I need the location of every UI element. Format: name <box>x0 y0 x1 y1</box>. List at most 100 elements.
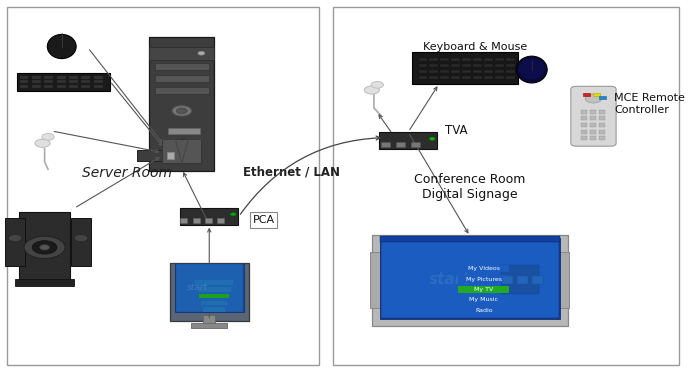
Bar <box>463 58 470 61</box>
Bar <box>440 64 449 67</box>
Text: My Videos: My Videos <box>468 266 500 271</box>
Bar <box>6 218 25 266</box>
Bar <box>458 296 510 304</box>
Circle shape <box>74 234 88 242</box>
Bar <box>599 96 605 99</box>
Bar <box>452 64 460 67</box>
Bar <box>381 238 559 318</box>
Circle shape <box>172 106 191 116</box>
Text: start: start <box>187 283 208 292</box>
Bar <box>155 87 209 94</box>
Bar <box>44 80 53 83</box>
Bar <box>589 109 596 114</box>
Text: My Pictures: My Pictures <box>466 276 502 282</box>
Bar <box>20 76 29 79</box>
Bar <box>379 132 438 149</box>
Bar <box>20 85 29 88</box>
Bar <box>81 85 90 88</box>
Circle shape <box>198 51 205 55</box>
Bar <box>175 264 244 312</box>
Bar <box>197 287 230 292</box>
Bar <box>205 218 212 223</box>
Bar <box>484 64 493 67</box>
Bar <box>412 52 518 84</box>
Bar <box>581 130 587 134</box>
Bar <box>581 116 587 121</box>
Bar <box>473 76 482 79</box>
Bar <box>419 70 427 73</box>
Bar <box>396 142 405 147</box>
Bar <box>496 58 503 61</box>
Bar <box>452 58 460 61</box>
Text: TVA: TVA <box>444 124 467 137</box>
Bar <box>149 46 214 60</box>
Circle shape <box>8 234 22 242</box>
Bar <box>589 136 596 140</box>
Bar <box>167 152 174 159</box>
Bar <box>167 128 200 134</box>
Bar <box>44 76 53 79</box>
Bar <box>496 76 503 79</box>
Bar <box>484 70 493 73</box>
Bar <box>203 315 216 326</box>
Bar <box>502 276 513 284</box>
Bar <box>484 76 493 79</box>
Bar <box>581 109 587 114</box>
Bar <box>583 93 590 96</box>
Text: Keyboard & Mouse: Keyboard & Mouse <box>424 42 528 52</box>
Bar <box>155 63 209 70</box>
Bar <box>589 130 596 134</box>
Bar <box>381 142 390 147</box>
Bar <box>15 279 74 286</box>
Bar <box>517 276 528 284</box>
Bar <box>463 70 470 73</box>
Bar <box>69 85 78 88</box>
Bar <box>598 130 605 134</box>
Bar <box>18 73 110 91</box>
Circle shape <box>40 245 50 250</box>
Text: My Music: My Music <box>469 297 498 302</box>
Bar <box>69 76 78 79</box>
Bar <box>195 280 233 285</box>
Bar <box>199 294 229 298</box>
Bar <box>81 76 90 79</box>
Bar <box>458 286 510 293</box>
Bar <box>458 307 510 314</box>
Ellipse shape <box>518 58 545 80</box>
Circle shape <box>230 213 236 216</box>
Bar <box>598 109 605 114</box>
Bar <box>506 58 514 61</box>
Bar <box>506 64 514 67</box>
Bar <box>32 85 41 88</box>
Circle shape <box>371 81 384 88</box>
Text: MCE Remote
Controller: MCE Remote Controller <box>614 93 685 115</box>
Bar <box>7 7 319 365</box>
Text: Ethernet / LAN: Ethernet / LAN <box>243 166 340 178</box>
Bar <box>32 76 41 79</box>
Bar <box>191 323 227 328</box>
Bar <box>430 70 438 73</box>
Text: Conference Room
Digital Signage: Conference Room Digital Signage <box>414 173 526 201</box>
Bar <box>372 235 568 326</box>
Bar <box>473 64 482 67</box>
Bar <box>581 123 587 127</box>
Bar <box>473 58 482 61</box>
Bar <box>598 116 605 121</box>
Bar <box>332 7 679 365</box>
Bar <box>458 275 510 283</box>
Bar <box>203 307 225 312</box>
Bar <box>193 218 200 223</box>
Bar <box>20 80 29 83</box>
Bar <box>501 265 539 294</box>
Bar <box>57 80 66 83</box>
Ellipse shape <box>48 35 76 58</box>
Bar <box>32 80 41 83</box>
Bar <box>554 252 570 308</box>
Bar <box>593 93 600 96</box>
Bar <box>162 139 202 163</box>
Circle shape <box>32 241 57 254</box>
Bar <box>458 265 510 272</box>
Bar <box>419 58 427 61</box>
Bar <box>419 64 427 67</box>
Bar <box>430 64 438 67</box>
